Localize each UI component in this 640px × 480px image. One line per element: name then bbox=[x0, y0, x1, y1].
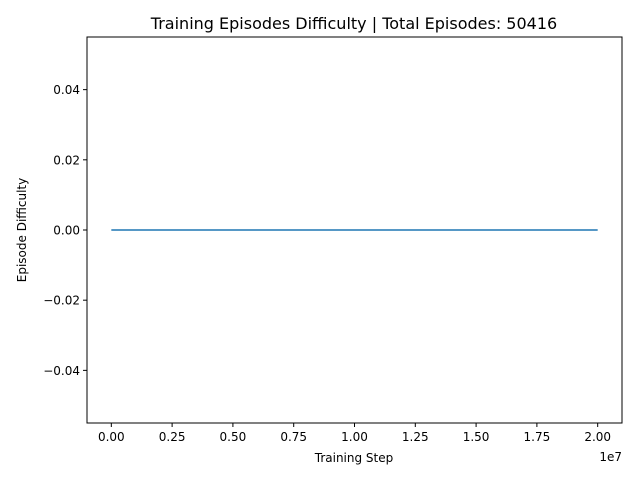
y-tick-label: 0.00 bbox=[53, 224, 80, 238]
x-offset-label: 1e7 bbox=[599, 450, 622, 464]
x-tick-label: 0.00 bbox=[98, 430, 125, 444]
x-tick-label: 0.75 bbox=[280, 430, 307, 444]
x-tick-label: 1.75 bbox=[524, 430, 551, 444]
y-tick-label: 0.02 bbox=[53, 153, 80, 167]
x-axis-ticks: 0.00 0.25 0.50 0.75 1.00 1.25 1.50 1.75 2.00 bbox=[98, 423, 611, 444]
x-tick-label: 1.00 bbox=[341, 430, 368, 444]
x-tick-label: 0.50 bbox=[220, 430, 247, 444]
x-axis-label: Training Step bbox=[314, 451, 394, 465]
y-tick-label: −0.04 bbox=[43, 364, 80, 378]
x-tick-label: 0.25 bbox=[159, 430, 186, 444]
y-tick-label: 0.04 bbox=[53, 83, 80, 97]
x-tick-label: 1.25 bbox=[402, 430, 429, 444]
y-tick-label: −0.02 bbox=[43, 294, 80, 308]
chart-title: Training Episodes Difficulty | Total Epi… bbox=[150, 14, 557, 33]
x-tick-label: 1.50 bbox=[463, 430, 490, 444]
x-tick-label: 2.00 bbox=[584, 430, 611, 444]
y-axis-ticks: −0.04 −0.02 0.00 0.02 0.04 bbox=[43, 83, 87, 378]
plot-frame bbox=[86, 36, 623, 424]
y-axis-label: Episode Difficulty bbox=[15, 178, 29, 282]
